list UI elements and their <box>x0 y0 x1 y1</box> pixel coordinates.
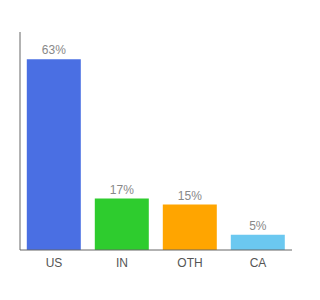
svg-text:US: US <box>46 256 63 270</box>
svg-text:17%: 17% <box>110 183 134 197</box>
svg-text:IN: IN <box>116 256 128 270</box>
svg-text:63%: 63% <box>42 43 66 57</box>
svg-text:5%: 5% <box>249 219 267 233</box>
svg-text:OTH: OTH <box>177 256 202 270</box>
svg-text:CA: CA <box>250 256 267 270</box>
svg-text:15%: 15% <box>178 189 202 203</box>
